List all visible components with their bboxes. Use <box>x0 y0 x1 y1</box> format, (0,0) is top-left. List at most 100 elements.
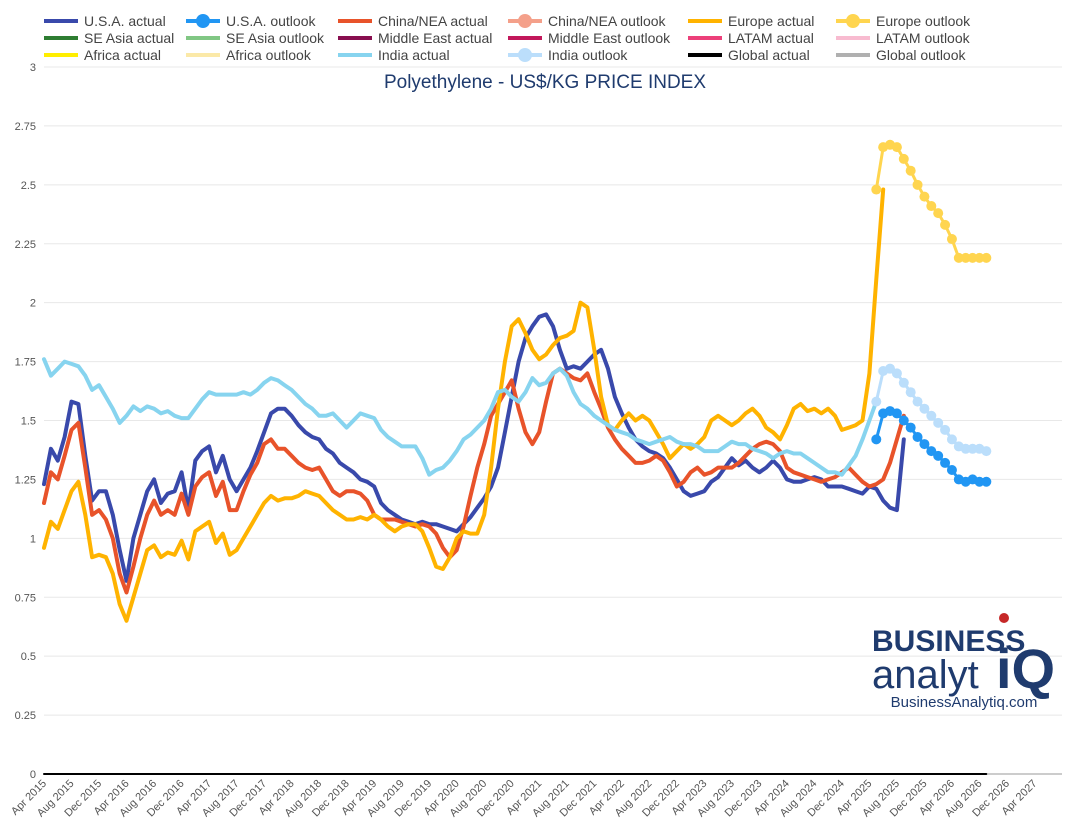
data-point-europe-outlook <box>960 252 971 263</box>
legend-item-middle-east-actual[interactable]: Middle East actual <box>338 30 492 46</box>
legend-item-india-outlook[interactable]: India outlook <box>508 47 628 63</box>
data-point-india-outlook <box>919 403 930 414</box>
legend-label: LATAM actual <box>728 30 814 46</box>
data-point-europe-outlook <box>967 252 978 263</box>
legend-label: Africa outlook <box>226 47 312 63</box>
data-point-europe-outlook <box>940 219 951 230</box>
data-point-u-s-a-outlook <box>898 415 909 426</box>
legend-marker <box>518 48 532 62</box>
legend-label: Europe actual <box>728 13 814 29</box>
legend-marker <box>846 14 860 28</box>
y-tick-label: 3 <box>30 62 36 74</box>
series-line-europe-actual <box>42 187 886 623</box>
data-point-europe-outlook <box>981 252 992 263</box>
legend-label: Middle East actual <box>378 30 492 46</box>
legend-item-se-asia-actual[interactable]: SE Asia actual <box>44 30 174 46</box>
data-point-india-outlook <box>967 443 978 454</box>
legend-label: Middle East outlook <box>548 30 671 46</box>
data-point-europe-outlook <box>891 142 902 153</box>
legend-item-u-s-a-outlook[interactable]: U.S.A. outlook <box>186 13 316 29</box>
series-layer <box>42 139 992 775</box>
data-point-india-outlook <box>912 396 923 407</box>
legend-marker <box>196 14 210 28</box>
legend-label: LATAM outlook <box>876 30 971 46</box>
data-point-europe-outlook <box>905 165 916 176</box>
legend-label: Global actual <box>728 47 810 63</box>
series-u-s-a-actual <box>42 312 906 583</box>
data-point-u-s-a-outlook <box>891 408 902 419</box>
data-point-u-s-a-outlook <box>871 434 882 445</box>
y-tick-label: 1.5 <box>21 416 36 428</box>
legend-item-latam-actual[interactable]: LATAM actual <box>688 30 814 46</box>
series-europe-outlook <box>871 139 992 263</box>
legend-item-europe-actual[interactable]: Europe actual <box>688 13 814 29</box>
legend-item-global-actual[interactable]: Global actual <box>688 47 810 63</box>
data-point-u-s-a-outlook <box>933 450 944 461</box>
data-point-india-outlook <box>940 424 951 435</box>
legend-label: China/NEA actual <box>378 13 488 29</box>
legend-item-europe-outlook[interactable]: Europe outlook <box>836 13 971 29</box>
data-point-india-outlook <box>933 417 944 428</box>
legend-label: Global outlook <box>876 47 967 63</box>
legend-item-africa-actual[interactable]: Africa actual <box>44 47 161 63</box>
legend-marker <box>518 14 532 28</box>
data-point-u-s-a-outlook <box>919 439 930 450</box>
data-point-india-outlook <box>946 434 957 445</box>
data-point-europe-outlook <box>974 252 985 263</box>
y-tick-label: 2.25 <box>15 239 36 251</box>
legend-item-latam-outlook[interactable]: LATAM outlook <box>836 30 971 46</box>
legend-label: India actual <box>378 47 450 63</box>
legend-label: China/NEA outlook <box>548 13 667 29</box>
logo-analyt-text: analyt <box>872 653 979 697</box>
y-tick-label: 1.25 <box>15 474 36 486</box>
y-tick-label: 1.75 <box>15 357 36 369</box>
data-point-u-s-a-outlook <box>981 476 992 487</box>
data-point-europe-outlook <box>912 179 923 190</box>
legend-item-se-asia-outlook[interactable]: SE Asia outlook <box>186 30 325 46</box>
y-tick-label: 0.25 <box>15 710 36 722</box>
data-point-india-outlook <box>926 410 937 421</box>
logo-iq-mark: iQ <box>996 637 1055 700</box>
data-point-europe-outlook <box>898 153 909 164</box>
data-point-europe-outlook <box>933 208 944 219</box>
y-tick-label: 2.5 <box>21 180 36 192</box>
logo-business-text: BUSINESS <box>872 625 1025 658</box>
series-line-china-nea-actual <box>42 366 906 595</box>
y-tick-label: 0.5 <box>21 651 36 663</box>
legend-item-india-actual[interactable]: India actual <box>338 47 450 63</box>
y-tick-label: 2 <box>30 298 36 310</box>
legend-item-u-s-a-actual[interactable]: U.S.A. actual <box>44 13 166 29</box>
legend-label: U.S.A. outlook <box>226 13 316 29</box>
series-line-u-s-a-actual <box>42 312 906 583</box>
legend-label: SE Asia actual <box>84 30 174 46</box>
business-analytiq-logo: BUSINESS analyt iQ BusinessAnalytiq.com <box>872 613 1055 711</box>
data-point-india-outlook <box>898 377 909 388</box>
y-tick-label: 1 <box>30 533 36 545</box>
legend-label: U.S.A. actual <box>84 13 166 29</box>
data-point-u-s-a-outlook <box>912 431 923 442</box>
series-india-outlook <box>871 363 992 457</box>
data-point-europe-outlook <box>953 252 964 263</box>
legend-label: Europe outlook <box>876 13 971 29</box>
legend-item-africa-outlook[interactable]: Africa outlook <box>186 47 312 63</box>
legend-item-global-outlook[interactable]: Global outlook <box>836 47 967 63</box>
data-point-europe-outlook <box>919 191 930 202</box>
data-point-india-outlook <box>891 368 902 379</box>
series-u-s-a-outlook <box>871 406 992 487</box>
legend-item-middle-east-outlook[interactable]: Middle East outlook <box>508 30 671 46</box>
data-point-europe-outlook <box>926 201 937 212</box>
data-point-india-outlook <box>905 387 916 398</box>
data-point-india-outlook <box>960 443 971 454</box>
series-china-nea-actual <box>42 366 906 595</box>
legend-item-china-nea-outlook[interactable]: China/NEA outlook <box>508 13 667 29</box>
logo-url: BusinessAnalytiq.com <box>891 694 1038 711</box>
legend: U.S.A. actual U.S.A. outlook China/NEA act… <box>44 13 971 63</box>
data-point-india-outlook <box>981 446 992 457</box>
legend-item-china-nea-actual[interactable]: China/NEA actual <box>338 13 488 29</box>
y-axis: 0 0.25 0.5 0.75 1 1.25 1.5 1.75 2 2.25 2.5 2.75 3 <box>15 62 36 781</box>
data-point-u-s-a-outlook <box>940 457 951 468</box>
chart-title: Polyethylene - US$/KG PRICE INDEX <box>384 72 706 93</box>
data-point-europe-outlook <box>871 184 882 195</box>
